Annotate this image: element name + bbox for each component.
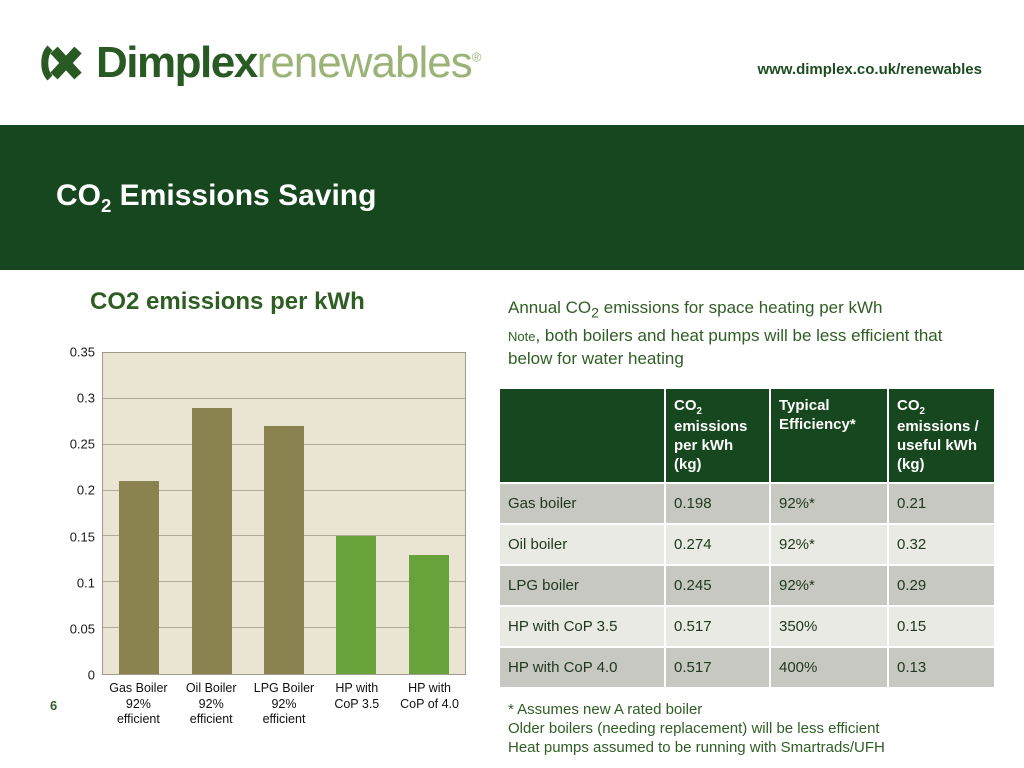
website-url: www.dimplex.co.uk/renewables bbox=[757, 61, 982, 78]
intro-note-label: Note bbox=[508, 328, 536, 344]
slide-title-suffix: Emissions Saving bbox=[111, 178, 377, 212]
footnote-line: * Assumes new A rated boiler bbox=[508, 701, 703, 719]
chart-y-axis: 0 0.05 0.1 0.15 0.2 0.25 0.3 0.35 bbox=[56, 345, 102, 683]
chart-plot-wrap: Gas Boiler 92% efficient Oil Boiler 92% e… bbox=[102, 352, 466, 728]
row-emissions-useful: 0.21 bbox=[887, 482, 996, 526]
intro-line1-subscript: 2 bbox=[591, 305, 600, 322]
table-row: HP with CoP 3.5 0.517 350% 0.15 bbox=[498, 605, 996, 649]
table-row: LPG boiler 0.245 92%* 0.29 bbox=[498, 564, 996, 608]
slide-title-prefix: CO bbox=[56, 178, 101, 212]
table-row: Oil boiler 0.274 92%* 0.32 bbox=[498, 523, 996, 567]
row-efficiency: 92%* bbox=[769, 564, 889, 608]
y-tick-label: 0.05 bbox=[69, 621, 95, 637]
y-tick-label: 0.2 bbox=[76, 482, 95, 498]
row-emissions-per-kwh: 0.198 bbox=[664, 482, 771, 526]
bar-slot bbox=[175, 353, 247, 674]
slide-number: 6 bbox=[50, 698, 58, 713]
x-category-label: HP with CoP 3.5 bbox=[334, 681, 380, 711]
details-section: Annual CO2 emissions for space heating p… bbox=[480, 286, 996, 758]
chart-title: CO2 emissions per kWh bbox=[90, 288, 365, 315]
slide-content: CO2 emissions per kWh 0 0.05 0.1 0.15 0.2 0.2… bbox=[0, 270, 1024, 758]
x-category-label: LPG Boiler 92% efficient bbox=[253, 681, 315, 727]
row-label: LPG boiler bbox=[498, 564, 666, 608]
header-col2-suffix: emissions per kWh (kg) bbox=[674, 418, 748, 473]
slide-title: CO2 Emissions Saving bbox=[56, 179, 376, 217]
row-efficiency: 350% bbox=[769, 605, 889, 649]
bar-slot bbox=[248, 353, 320, 674]
bar-5 bbox=[408, 554, 449, 674]
header-col4-prefix: CO bbox=[897, 396, 920, 414]
dimplex-logo: Dimplexrenewables® bbox=[40, 39, 481, 87]
header-col4-suffix: emissions / useful kWh (kg) bbox=[897, 418, 979, 473]
footnotes: * Assumes new A rated boiler Older boile… bbox=[498, 701, 996, 757]
row-emissions-per-kwh: 0.245 bbox=[664, 564, 771, 608]
chart-bars bbox=[103, 353, 465, 674]
row-efficiency: 92%* bbox=[769, 482, 889, 526]
intro-text: Annual CO2 emissions for space heating p… bbox=[498, 296, 978, 371]
row-label: HP with CoP 3.5 bbox=[498, 605, 666, 649]
row-efficiency: 92%* bbox=[769, 523, 889, 567]
dimplex-logo-icon bbox=[40, 39, 88, 87]
footnote-line: Heat pumps assumed to be running with Sm… bbox=[508, 738, 885, 756]
header-col4-subscript: 2 bbox=[919, 405, 925, 417]
table-header-row: CO2 emissions per kWh (kg) Typical Effic… bbox=[498, 386, 996, 485]
bar-3 bbox=[264, 426, 305, 674]
footnote-line: Older boilers (needing replacement) will… bbox=[508, 720, 880, 738]
logo-sub-brand: renewables bbox=[256, 37, 473, 87]
y-tick-label: 0.3 bbox=[76, 390, 95, 406]
table-header-emissions-useful: CO2 emissions / useful kWh (kg) bbox=[887, 386, 996, 485]
trademark-symbol: ® bbox=[471, 48, 482, 64]
x-category-label: Oil Boiler 92% efficient bbox=[185, 681, 237, 727]
x-category-label: HP with CoP of 4.0 bbox=[400, 681, 459, 711]
y-tick-label: 0.15 bbox=[69, 529, 95, 545]
row-emissions-per-kwh: 0.517 bbox=[664, 646, 771, 690]
table-header-emissions-per-kwh: CO2 emissions per kWh (kg) bbox=[664, 386, 771, 485]
chart-plot bbox=[102, 352, 466, 675]
bar-slot bbox=[393, 353, 465, 674]
y-tick-label: 0.35 bbox=[69, 344, 95, 360]
row-emissions-per-kwh: 0.517 bbox=[664, 605, 771, 649]
emissions-table: CO2 emissions per kWh (kg) Typical Effic… bbox=[498, 386, 996, 690]
row-emissions-per-kwh: 0.274 bbox=[664, 523, 771, 567]
x-category-label: Gas Boiler 92% efficient bbox=[109, 681, 168, 727]
intro-note-rest: , both boilers and heat pumps will be le… bbox=[508, 325, 943, 369]
intro-line1: Annual CO2 emissions for space heating p… bbox=[508, 296, 978, 324]
slide-title-subscript: 2 bbox=[101, 194, 112, 216]
row-label: Gas boiler bbox=[498, 482, 666, 526]
row-label: Oil boiler bbox=[498, 523, 666, 567]
page-header: Dimplexrenewables® www.dimplex.co.uk/ren… bbox=[0, 0, 1024, 125]
gridline bbox=[103, 397, 465, 399]
intro-line1-prefix: Annual CO bbox=[508, 298, 592, 317]
y-tick-label: 0.25 bbox=[69, 436, 95, 452]
bar-slot bbox=[320, 353, 392, 674]
table-row: HP with CoP 4.0 0.517 400% 0.13 bbox=[498, 646, 996, 690]
intro-note: Note, both boilers and heat pumps will b… bbox=[508, 324, 978, 371]
table-header-empty bbox=[498, 386, 666, 485]
table-header-efficiency: Typical Efficiency* bbox=[769, 386, 889, 485]
row-efficiency: 400% bbox=[769, 646, 889, 690]
row-emissions-useful: 0.13 bbox=[887, 646, 996, 690]
bar-chart: 0 0.05 0.1 0.15 0.2 0.25 0.3 0.35 Gas Boiler 92… bbox=[56, 345, 480, 728]
y-tick-label: 0 bbox=[87, 667, 95, 683]
logo-brand: Dimplex bbox=[96, 37, 258, 87]
bar-2 bbox=[191, 408, 232, 674]
logo-wordmark: Dimplexrenewables® bbox=[96, 37, 482, 87]
intro-line1-suffix: emissions for space heating per kWh bbox=[599, 298, 883, 317]
table-row: Gas boiler 0.198 92%* 0.21 bbox=[498, 482, 996, 526]
chart-x-labels: Gas Boiler 92% efficient Oil Boiler 92% e… bbox=[102, 681, 466, 728]
chart-section: CO2 emissions per kWh 0 0.05 0.1 0.15 0.2 0.2… bbox=[48, 286, 480, 758]
bar-4 bbox=[336, 536, 377, 674]
row-label: HP with CoP 4.0 bbox=[498, 646, 666, 690]
row-emissions-useful: 0.29 bbox=[887, 564, 996, 608]
bar-slot bbox=[103, 353, 175, 674]
y-tick-label: 0.1 bbox=[76, 575, 95, 591]
bar-1 bbox=[119, 481, 160, 674]
title-banner: CO2 Emissions Saving bbox=[0, 125, 1024, 270]
row-emissions-useful: 0.32 bbox=[887, 523, 996, 567]
header-col2-prefix: CO bbox=[674, 396, 697, 414]
header-col2-subscript: 2 bbox=[696, 405, 702, 417]
row-emissions-useful: 0.15 bbox=[887, 605, 996, 649]
